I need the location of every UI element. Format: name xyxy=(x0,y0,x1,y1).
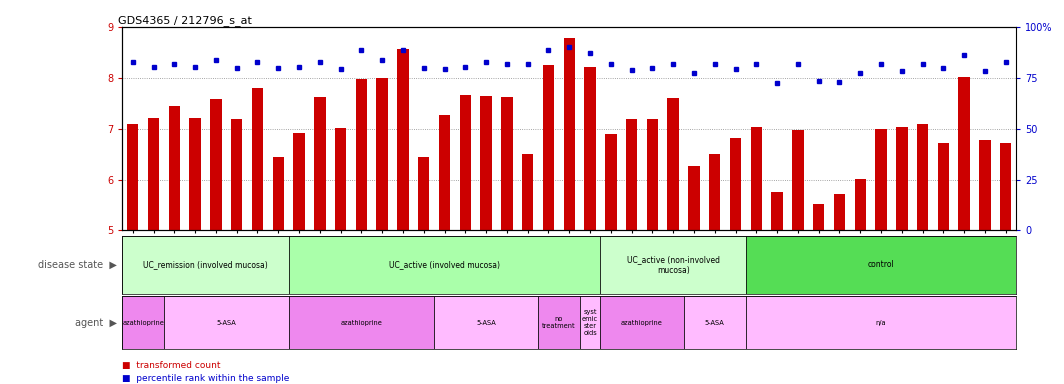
Bar xyxy=(917,124,928,230)
Bar xyxy=(122,296,164,349)
Bar xyxy=(709,154,720,230)
Bar xyxy=(834,194,845,230)
Text: UC_remission (involved mucosa): UC_remission (involved mucosa) xyxy=(144,260,268,270)
Text: control: control xyxy=(867,260,895,270)
Bar xyxy=(683,296,746,349)
Bar xyxy=(979,140,991,230)
Bar xyxy=(288,296,434,349)
Bar xyxy=(600,296,683,349)
Bar xyxy=(418,157,430,230)
Bar xyxy=(460,94,471,230)
Text: disease state  ▶: disease state ▶ xyxy=(38,260,117,270)
Bar xyxy=(164,296,288,349)
Text: azathioprine: azathioprine xyxy=(340,319,382,326)
Text: UC_active (non-involved
mucosa): UC_active (non-involved mucosa) xyxy=(627,255,719,275)
Bar xyxy=(771,192,783,230)
Bar xyxy=(937,143,949,230)
Bar xyxy=(584,66,596,230)
Text: agent  ▶: agent ▶ xyxy=(76,318,117,328)
Bar xyxy=(438,116,450,230)
Bar xyxy=(730,138,742,230)
Bar xyxy=(335,127,346,230)
Bar xyxy=(543,65,554,230)
Text: azathioprine: azathioprine xyxy=(621,319,663,326)
Bar xyxy=(211,99,221,230)
Text: ■  percentile rank within the sample: ■ percentile rank within the sample xyxy=(122,374,289,383)
Bar xyxy=(522,154,533,230)
Bar xyxy=(746,296,1016,349)
Bar xyxy=(626,119,637,230)
Text: ■  transformed count: ■ transformed count xyxy=(122,361,221,370)
Text: UC_active (involved mucosa): UC_active (involved mucosa) xyxy=(389,260,500,270)
Text: n/a: n/a xyxy=(876,319,886,326)
Text: no
treatment: no treatment xyxy=(542,316,576,329)
Bar xyxy=(168,106,180,230)
Bar xyxy=(750,127,762,230)
Bar xyxy=(793,130,803,230)
Bar xyxy=(564,38,575,230)
Bar xyxy=(377,78,388,230)
Bar xyxy=(813,204,825,230)
Text: syst
emic
ster
oids: syst emic ster oids xyxy=(582,309,598,336)
Text: 5-ASA: 5-ASA xyxy=(704,319,725,326)
Bar xyxy=(148,118,160,230)
Bar xyxy=(355,79,367,230)
Bar xyxy=(896,127,908,230)
Bar xyxy=(538,296,580,349)
Bar xyxy=(480,96,492,230)
Bar xyxy=(189,118,201,230)
Bar xyxy=(252,88,263,230)
Bar xyxy=(876,129,886,230)
Bar xyxy=(231,119,243,230)
Bar xyxy=(314,97,326,230)
Bar xyxy=(127,124,138,230)
Bar xyxy=(434,296,538,349)
Bar xyxy=(854,179,866,230)
Bar xyxy=(580,296,600,349)
Bar xyxy=(688,166,700,230)
Bar xyxy=(122,236,288,294)
Text: GDS4365 / 212796_s_at: GDS4365 / 212796_s_at xyxy=(118,15,252,26)
Bar xyxy=(1000,143,1012,230)
Bar xyxy=(294,133,304,230)
Text: 5-ASA: 5-ASA xyxy=(216,319,236,326)
Bar xyxy=(501,97,513,230)
Bar xyxy=(600,236,746,294)
Bar xyxy=(272,157,284,230)
Bar xyxy=(288,236,600,294)
Bar xyxy=(959,77,970,230)
Bar xyxy=(667,98,679,230)
Bar xyxy=(397,49,409,230)
Bar xyxy=(605,134,616,230)
Text: azathioprine: azathioprine xyxy=(122,319,164,326)
Bar xyxy=(746,236,1016,294)
Bar xyxy=(647,119,659,230)
Text: 5-ASA: 5-ASA xyxy=(477,319,496,326)
